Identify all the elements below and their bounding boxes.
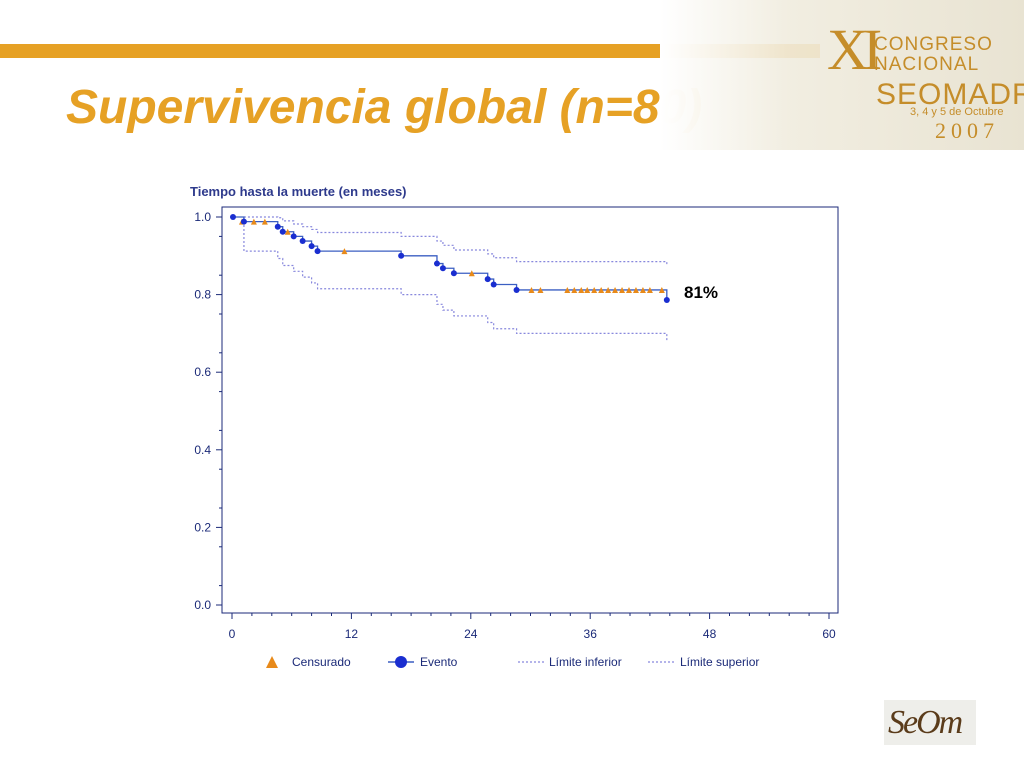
event-marker bbox=[513, 286, 520, 293]
event-marker bbox=[398, 252, 405, 259]
x-tick-label: 60 bbox=[822, 627, 836, 641]
censored-marker bbox=[528, 286, 535, 293]
censored-marker bbox=[658, 286, 665, 293]
y-tick-label: 0.4 bbox=[194, 443, 211, 457]
confidence-limits bbox=[243, 216, 668, 342]
congress-line-1: CONGRESO bbox=[874, 34, 993, 55]
plot-frame bbox=[221, 206, 839, 614]
congress-banner-background bbox=[660, 0, 1024, 150]
upper-limit-line bbox=[243, 216, 668, 266]
y-tick-label: 0.0 bbox=[194, 598, 211, 612]
event-marker bbox=[439, 265, 446, 272]
chart-markers bbox=[229, 214, 670, 304]
x-tick-label: 0 bbox=[229, 627, 236, 641]
y-tick-label: 0.8 bbox=[194, 288, 211, 302]
y-axis: 0.0 0.2 0.4 0.6 0.8 1.0 bbox=[194, 210, 222, 612]
congress-line-3: SEOMADRID bbox=[876, 78, 1024, 111]
slide-title: Supervivencia global (n=80) bbox=[66, 81, 703, 134]
seom-logo-text: SeOm bbox=[888, 704, 963, 741]
censored-marker bbox=[626, 286, 633, 293]
y-tick-label: 1.0 bbox=[194, 210, 211, 224]
censored-marker bbox=[571, 286, 578, 293]
censored-marker bbox=[250, 218, 257, 225]
x-axis: 0 12 24 36 48 60 bbox=[229, 613, 836, 641]
congress-banner: XI CONGRESO NACIONAL SEOMADRID 3, 4 y 5 … bbox=[660, 0, 1024, 150]
censored-marker bbox=[612, 286, 619, 293]
legend-lower-limit-label: Límite inferior bbox=[549, 655, 622, 669]
censored-marker bbox=[584, 286, 591, 293]
x-tick-label: 48 bbox=[703, 627, 717, 641]
congress-line-2: NACIONAL bbox=[874, 54, 980, 75]
chart-legend: Censurado Evento Límite inferior Límite sup… bbox=[266, 655, 759, 669]
event-marker bbox=[433, 260, 440, 267]
legend-upper-limit-label: Límite superior bbox=[680, 655, 759, 669]
event-marker bbox=[229, 214, 236, 220]
x-tick-label: 24 bbox=[464, 627, 478, 641]
chart-title: Tiempo hasta la muerte (en meses) bbox=[190, 184, 407, 199]
event-marker bbox=[663, 297, 670, 304]
censored-marker bbox=[598, 286, 605, 293]
legend-censored-label: Censurado bbox=[292, 655, 351, 669]
censored-marker bbox=[284, 228, 291, 235]
legend-event-label: Evento bbox=[420, 655, 458, 669]
congress-dates: 3, 4 y 5 de Octubre bbox=[910, 106, 1004, 118]
congress-year: 2007 bbox=[935, 118, 999, 143]
censored-marker bbox=[639, 286, 646, 293]
event-marker bbox=[240, 218, 247, 225]
event-marker bbox=[279, 228, 286, 235]
event-marker bbox=[308, 243, 315, 250]
y-tick-label: 0.2 bbox=[194, 520, 211, 534]
survival-line bbox=[232, 216, 668, 301]
censored-marker bbox=[468, 270, 475, 277]
y-tick-label: 0.6 bbox=[194, 365, 211, 379]
lower-limit-line bbox=[243, 217, 668, 342]
censored-marker bbox=[632, 286, 639, 293]
censored-marker bbox=[619, 286, 626, 293]
x-tick-label: 36 bbox=[584, 627, 598, 641]
censored-marker bbox=[646, 286, 653, 293]
legend-event-symbol bbox=[395, 656, 407, 668]
event-marker bbox=[290, 233, 297, 240]
x-tick-label: 12 bbox=[345, 627, 359, 641]
censored-marker bbox=[341, 248, 348, 255]
event-marker bbox=[490, 281, 497, 288]
censored-marker bbox=[564, 286, 571, 293]
header-accent-bar bbox=[0, 44, 820, 58]
legend-censored-symbol bbox=[266, 656, 278, 668]
survival-annotation: 81% bbox=[684, 283, 719, 302]
event-marker bbox=[314, 248, 321, 255]
censored-marker bbox=[261, 218, 268, 225]
seom-logo: SeOm bbox=[884, 700, 976, 745]
censored-marker bbox=[605, 286, 612, 293]
survival-curve bbox=[232, 216, 668, 301]
event-marker bbox=[450, 270, 457, 277]
congress-roman-numeral: XI bbox=[827, 17, 882, 82]
event-marker bbox=[484, 276, 491, 283]
censored-marker bbox=[591, 286, 598, 293]
event-marker bbox=[299, 238, 306, 245]
censored-marker bbox=[537, 286, 544, 293]
censored-marker bbox=[578, 286, 585, 293]
event-marker bbox=[274, 223, 281, 230]
